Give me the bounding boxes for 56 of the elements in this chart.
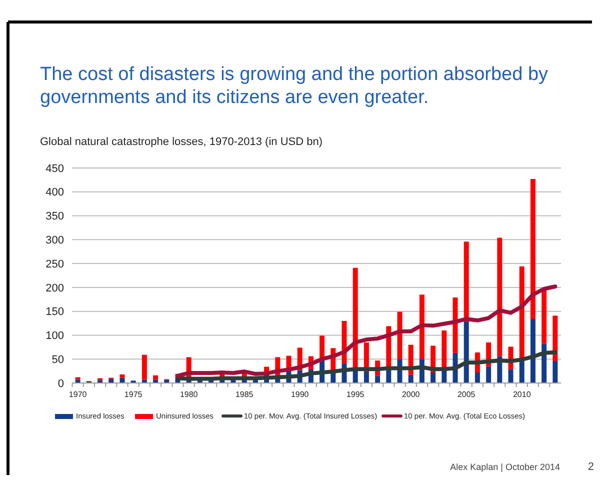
bar xyxy=(164,380,170,383)
chart-subtitle: Global natural catastrophe losses, 1970-2013 (in USD bn) xyxy=(40,136,322,148)
bar xyxy=(153,380,158,383)
bar xyxy=(419,294,424,360)
bar xyxy=(486,366,492,383)
bar xyxy=(474,372,480,383)
x-tick-label: 1970 xyxy=(68,390,88,399)
x-tick-label: 1975 xyxy=(124,390,143,399)
bar xyxy=(120,378,125,383)
bar xyxy=(397,312,402,360)
bar xyxy=(442,330,447,370)
bar xyxy=(430,372,436,383)
y-tick-label: 150 xyxy=(46,306,64,318)
bar xyxy=(552,361,558,383)
y-tick-label: 100 xyxy=(46,330,64,342)
y-tick-label: 200 xyxy=(46,282,64,294)
bar xyxy=(530,178,536,319)
text: 2 xyxy=(588,461,594,473)
text: Alex Kaplan | October 2014 xyxy=(450,462,560,472)
x-tick-label: 1995 xyxy=(346,390,365,399)
bar xyxy=(386,370,392,383)
bar xyxy=(508,369,514,383)
bar xyxy=(542,290,547,344)
x-tick-label: 1990 xyxy=(290,390,310,399)
bar xyxy=(352,268,358,370)
line-series xyxy=(176,350,558,381)
bar xyxy=(153,375,158,380)
x-tick-label: 1985 xyxy=(235,390,254,399)
y-tick-label: 400 xyxy=(46,186,64,199)
bar xyxy=(408,374,414,383)
bar xyxy=(75,380,80,383)
y-tick-label: 0 xyxy=(58,378,64,390)
bar xyxy=(108,378,114,383)
bar xyxy=(375,376,380,383)
bar xyxy=(364,372,369,383)
bar xyxy=(552,316,558,362)
x-tick-label: 1980 xyxy=(180,390,198,399)
y-tick-label: 250 xyxy=(46,258,64,270)
x-tick-label: 2010 xyxy=(512,390,532,399)
x-tick-label: 2000 xyxy=(402,390,420,399)
bar xyxy=(464,242,469,322)
bar xyxy=(497,238,502,356)
y-tick-label: 50 xyxy=(52,354,64,366)
bar xyxy=(452,297,458,353)
y-tick-label: 300 xyxy=(46,234,64,247)
x-tick-label: 2005 xyxy=(457,390,476,399)
bar xyxy=(142,380,147,383)
bar xyxy=(464,321,469,383)
bar xyxy=(530,318,536,383)
y-tick-label: 450 xyxy=(46,162,64,175)
y-tick-label: 350 xyxy=(46,210,64,223)
bar xyxy=(142,354,147,380)
line-series xyxy=(176,284,558,378)
bar xyxy=(120,374,125,378)
bar xyxy=(519,360,524,383)
chart-title: The cost of disasters is growing and the portion absorbed by governments and its citizens are even greater. xyxy=(40,64,549,108)
